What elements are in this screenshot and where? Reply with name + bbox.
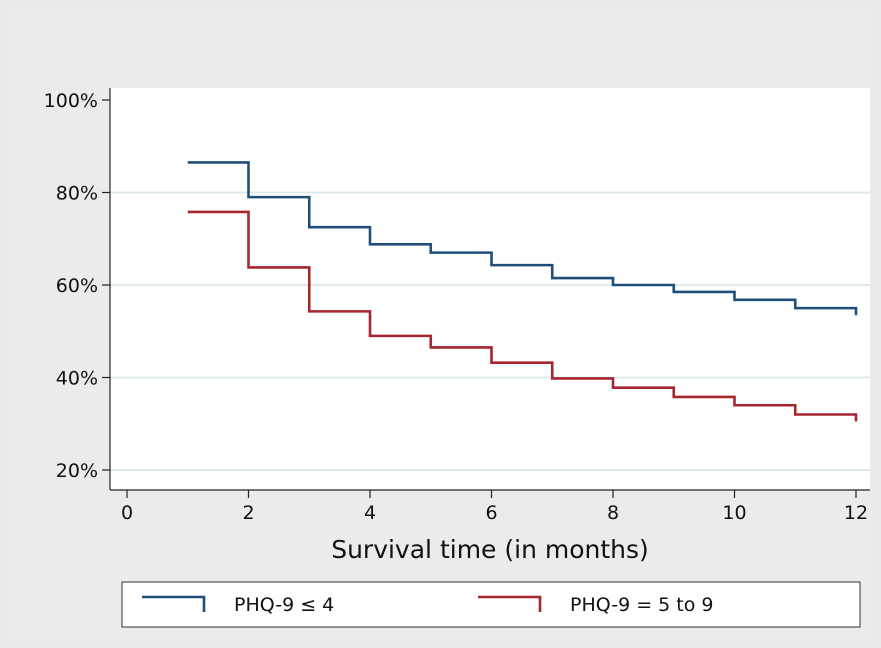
gridlines (110, 191, 870, 471)
x-tick-label: 6 (485, 502, 497, 524)
x-tick-label: 10 (722, 502, 746, 524)
x-axis-title: Survival time (in months) (331, 535, 649, 564)
x-tick-label: 2 (242, 502, 254, 524)
legend: PHQ-9 ≤ 4 PHQ-9 = 5 to 9 (121, 581, 861, 628)
x-tick-label: 12 (844, 502, 868, 524)
y-tick-label: 20% (56, 460, 98, 482)
x-axis: 0 2 4 6 8 10 12 (110, 489, 870, 524)
y-tick-label: 40% (56, 368, 98, 390)
y-axis: 20% 40% 60% 80% 100% (44, 88, 111, 490)
x-tick-label: 4 (364, 502, 376, 524)
y-tick-label: 100% (44, 90, 98, 112)
legend-label-1: PHQ-9 ≤ 4 (234, 594, 334, 616)
legend-swatch-1 (142, 595, 206, 612)
y-tick-label: 80% (56, 183, 98, 205)
series-line-1 (187, 161, 858, 316)
y-tick-label: 60% (56, 275, 98, 297)
series-line-2 (187, 210, 858, 422)
legend-label-2: PHQ-9 = 5 to 9 (570, 594, 714, 616)
x-tick-label: 0 (121, 502, 133, 524)
legend-swatch-2 (478, 595, 542, 612)
plot-region (110, 88, 870, 490)
x-tick-label: 8 (607, 502, 619, 524)
legend-box (121, 581, 861, 628)
series-lines (187, 161, 858, 422)
